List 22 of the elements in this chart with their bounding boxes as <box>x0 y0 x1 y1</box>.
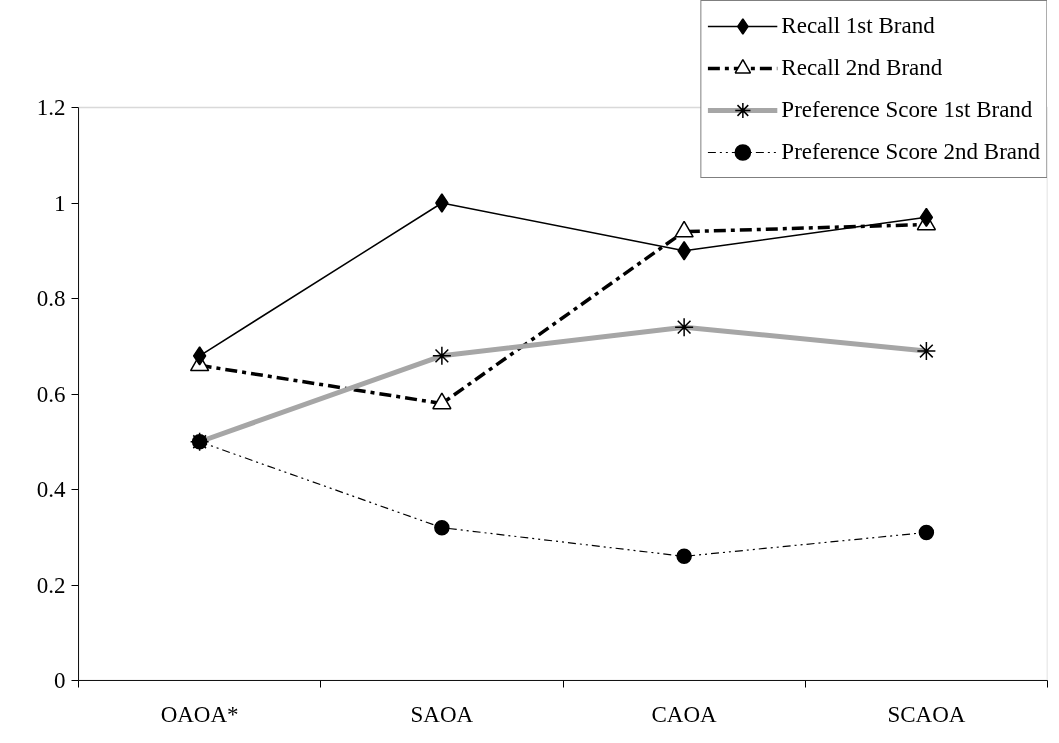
point <box>919 207 934 228</box>
y-tick-label: 0.2 <box>36 572 66 598</box>
point <box>435 193 449 213</box>
y-tick-label: 0.6 <box>36 381 66 407</box>
x-tick-label: SAOA <box>410 701 474 727</box>
x-tick-label: OAOA* <box>160 701 239 727</box>
x-tick-label: SCAOA <box>887 701 966 727</box>
y-tick-label: 0 <box>54 668 66 693</box>
point <box>918 524 935 541</box>
legend-label: Preference Score 2nd Brand <box>781 138 1040 166</box>
y-tick-label: 1.2 <box>36 95 66 120</box>
point <box>676 548 692 565</box>
x-tick-label: CAOA <box>651 701 718 727</box>
y-tick-label: 0.4 <box>36 477 66 502</box>
point <box>434 519 450 536</box>
y-tick-label: 1 <box>54 190 66 216</box>
point <box>192 346 207 366</box>
legend-label: Preference Score 1st Brand <box>781 96 1033 124</box>
legend-label: Recall 2nd Brand <box>781 54 943 82</box>
legend-label: Recall 1st Brand <box>781 12 935 40</box>
point <box>677 241 691 261</box>
y-tick-label: 0.8 <box>36 286 66 311</box>
